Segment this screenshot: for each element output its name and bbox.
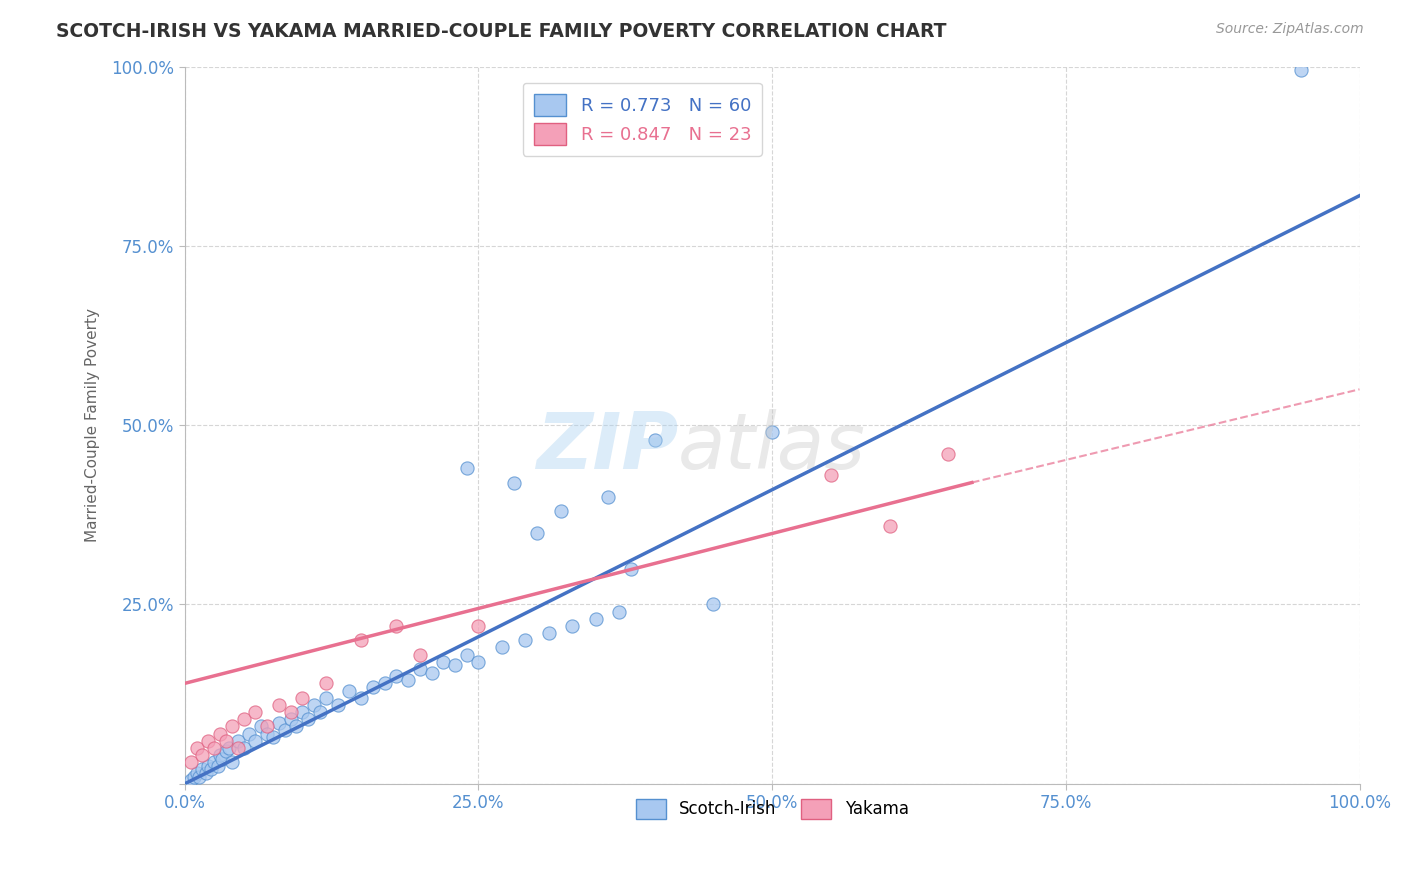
Point [938,447,960,461]
Point [373,676,395,690]
Point [456,461,478,475]
Point [191,763,214,777]
Point [620,561,643,575]
Point [515,633,537,648]
Point [250,719,273,733]
Point [187,770,209,784]
Point [409,648,432,662]
Point [409,662,432,676]
Point [256,719,278,733]
Text: atlas: atlas [678,409,866,484]
Point [385,619,408,633]
Point [702,598,724,612]
Point [285,719,308,733]
Point [180,773,202,788]
Point [197,759,219,773]
Point [585,612,607,626]
Point [596,490,619,504]
Point [644,433,666,447]
Point [385,669,408,683]
Point [207,759,229,773]
Point [245,733,267,747]
Point [218,740,240,755]
Point [180,756,202,770]
Point [186,766,208,780]
Point [396,673,419,687]
Point [291,705,314,719]
Point [267,698,290,712]
Point [467,655,489,669]
Point [194,766,217,780]
Point [491,640,513,655]
Point [432,655,454,669]
Point [820,468,842,483]
Point [226,740,249,755]
Point [297,712,319,726]
Point [309,705,332,719]
Point [238,726,260,740]
Point [221,756,243,770]
Point [444,658,467,673]
Legend: Scotch-Irish, Yakama: Scotch-Irish, Yakama [628,792,915,826]
Point [879,518,901,533]
Point [221,719,243,733]
Point [209,726,232,740]
Point [761,425,783,440]
Point [291,690,314,705]
Point [502,475,524,490]
Point [561,619,583,633]
Point [191,747,214,762]
Point [273,723,295,737]
Point [215,744,238,758]
Point [337,683,360,698]
Point [226,733,249,747]
Point [609,605,631,619]
Y-axis label: Married-Couple Family Poverty: Married-Couple Family Poverty [86,308,100,542]
Point [232,712,254,726]
Point [326,698,349,712]
Point [302,698,325,712]
Point [350,690,373,705]
Point [256,726,278,740]
Text: Source: ZipAtlas.com: Source: ZipAtlas.com [1216,22,1364,37]
Point [262,730,284,744]
Point [526,525,548,540]
Text: SCOTCH-IRISH VS YAKAMA MARRIED-COUPLE FAMILY POVERTY CORRELATION CHART: SCOTCH-IRISH VS YAKAMA MARRIED-COUPLE FA… [56,22,946,41]
Point [202,756,225,770]
Point [537,626,560,640]
Point [280,705,302,719]
Point [456,648,478,662]
Point [1289,63,1312,78]
Point [200,763,222,777]
Point [215,733,238,747]
Point [202,740,225,755]
Point [197,733,219,747]
Point [183,770,205,784]
Point [467,619,489,633]
Point [245,705,267,719]
Point [267,715,290,730]
Point [361,680,384,694]
Point [550,504,572,518]
Text: ZIP: ZIP [536,409,678,484]
Point [280,712,302,726]
Point [209,747,232,762]
Point [232,740,254,755]
Point [315,676,337,690]
Point [315,690,337,705]
Point [186,740,208,755]
Point [211,751,233,765]
Point [420,665,443,680]
Point [350,633,373,648]
